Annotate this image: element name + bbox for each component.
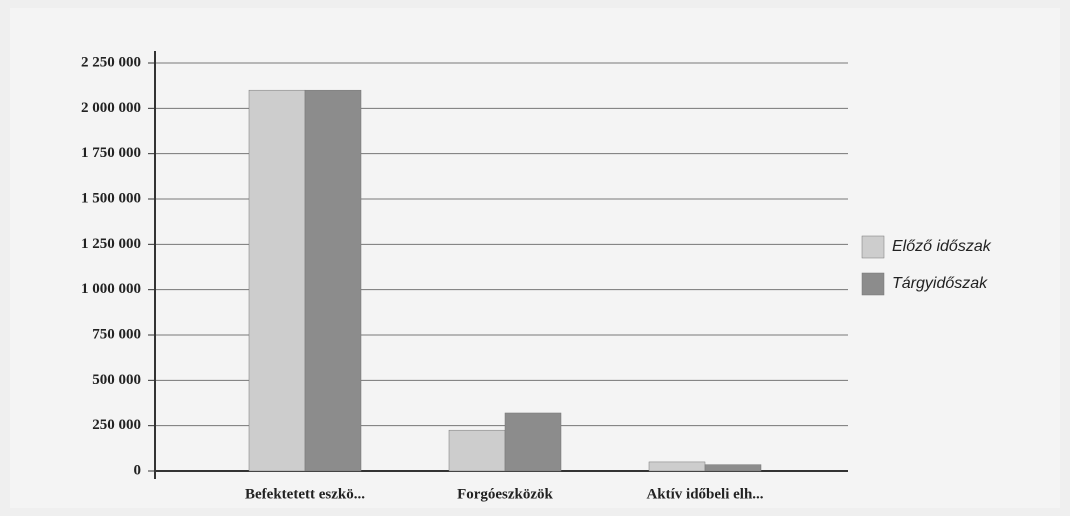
y-tick-label: 0	[134, 462, 142, 478]
y-tick-label: 2 250 000	[81, 54, 141, 70]
y-tick-label: 2 000 000	[81, 100, 141, 116]
y-tick-label: 1 250 000	[81, 236, 141, 252]
x-tick-label: Forgóeszközök	[457, 486, 553, 502]
y-tick-label: 500 000	[92, 372, 141, 388]
bar	[248, 89, 306, 472]
bar	[648, 461, 706, 472]
y-tick-label: 1 750 000	[81, 145, 141, 161]
legend-swatch	[861, 235, 885, 259]
legend-label: Tárgyidőszak	[892, 275, 988, 292]
bar	[504, 412, 562, 472]
y-tick-label: 250 000	[92, 417, 141, 433]
y-tick-label: 1 000 000	[81, 281, 141, 297]
bar	[304, 89, 362, 472]
x-tick-label: Aktív időbeli elh...	[646, 486, 763, 502]
x-tick-label: Befektetett eszkö...	[245, 486, 365, 502]
bar	[704, 464, 762, 472]
bar	[448, 429, 506, 472]
y-tick-label: 1 500 000	[81, 190, 141, 206]
legend-swatch	[861, 272, 885, 296]
legend-label: Előző időszak	[892, 238, 992, 255]
y-tick-label: 750 000	[92, 326, 141, 342]
